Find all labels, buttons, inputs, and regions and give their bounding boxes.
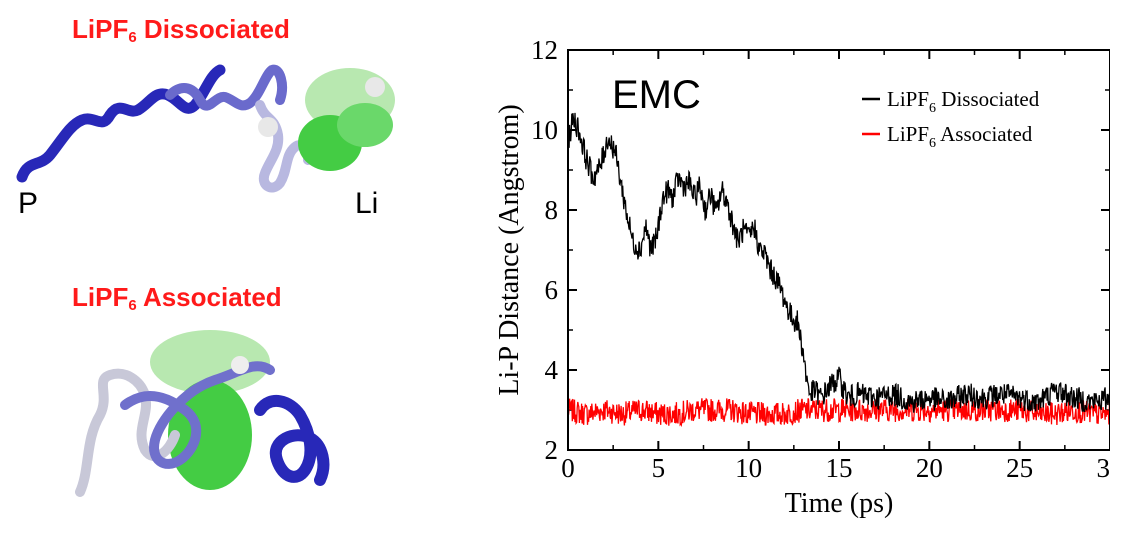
solvent-cluster-light (150, 330, 270, 394)
x-tick-label: 25 (1006, 453, 1033, 483)
legend: LiPF6 Dissociated LiPF6 Associated (862, 87, 1040, 151)
solvent-white-bead (258, 117, 278, 137)
dissociated-title: LiPF6 Dissociated (72, 14, 290, 46)
associated-molecule-image (75, 330, 330, 497)
dissociated-molecule-image (16, 64, 395, 193)
y-axis-label: Li-P Distance (Angstrom) (494, 104, 525, 395)
y-tick-label: 2 (545, 435, 559, 465)
y-tick-label: 4 (545, 355, 559, 385)
series-line-associated (567, 397, 1110, 428)
solvent-cluster-mid (337, 103, 393, 147)
polymer-chain-dark (16, 64, 226, 183)
x-tick-label: 5 (652, 453, 666, 483)
polymer-chain-light (75, 368, 180, 497)
plot-frame (567, 49, 1110, 451)
dissociated-title-rest: Dissociated (136, 14, 290, 44)
x-tick-label: 0 (561, 453, 575, 483)
legend-label-dissociated: LiPF6 Dissociated (887, 87, 1040, 116)
x-tick-label: 10 (735, 453, 762, 483)
chart-annotation: EMC (612, 73, 701, 117)
x-axis-label: Time (ps) (785, 488, 894, 519)
polymer-chain-mid (120, 361, 275, 469)
distance-chart: 0 5 10 15 20 25 30 2 4 6 8 10 12 EMC LiPF6 Dissociat… (494, 35, 1111, 519)
solvent-white-bead (231, 356, 249, 374)
x-tick-label: 20 (916, 453, 943, 483)
x-tick-label: 15 (826, 453, 853, 483)
dissociated-title-sub: 6 (128, 29, 137, 46)
y-tick-label: 10 (531, 115, 558, 145)
polymer-chain-mid (165, 64, 287, 111)
solvent-white-bead (365, 77, 385, 97)
polymer-chain-dark (254, 395, 330, 486)
associated-title: LiPF6 Associated (72, 282, 282, 314)
label-li: Li (355, 187, 379, 220)
associated-title-sub: 6 (128, 297, 137, 314)
legend-label-associated: LiPF6 Associated (887, 122, 1033, 151)
y-tick-label: 12 (531, 35, 558, 65)
associated-title-rest: Associated (136, 282, 282, 312)
y-tick-label: 8 (545, 195, 559, 225)
series-line-dissociated (567, 112, 1110, 413)
label-p: P (18, 187, 39, 220)
y-tick-label: 6 (545, 275, 559, 305)
associated-title-main: LiPF (72, 282, 129, 312)
x-tick-label: 30 (1097, 453, 1111, 483)
dissociated-title-main: LiPF (72, 14, 129, 44)
